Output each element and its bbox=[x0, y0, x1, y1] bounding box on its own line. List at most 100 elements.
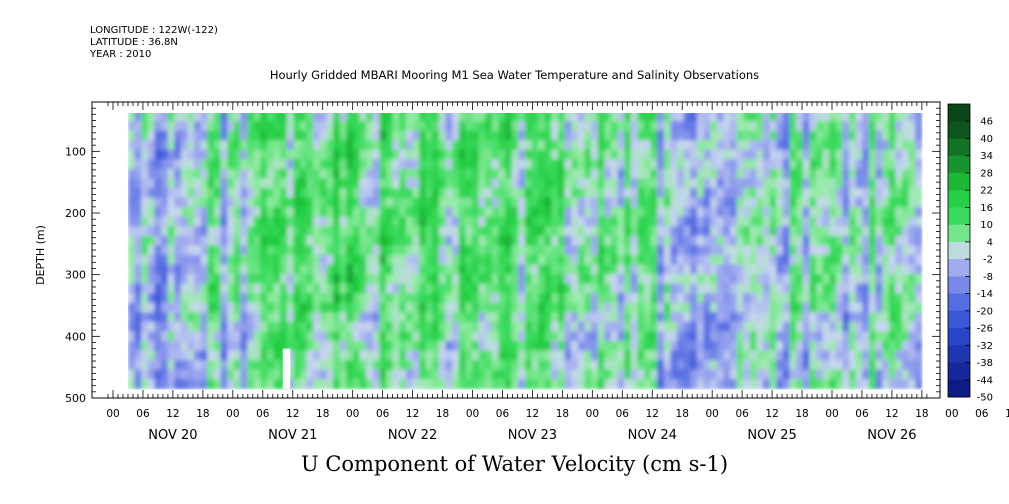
heatmap-cell bbox=[769, 341, 777, 352]
heatmap-cell bbox=[597, 321, 605, 332]
heatmap-cell bbox=[505, 130, 513, 141]
heatmap-cell bbox=[809, 321, 817, 332]
heatmap-cell bbox=[723, 149, 731, 160]
heatmap-cell bbox=[630, 302, 638, 313]
colorbar-label: 28 bbox=[980, 168, 993, 179]
heatmap-cell bbox=[564, 113, 572, 122]
heatmap-cell bbox=[591, 283, 599, 294]
heatmap-cell bbox=[670, 149, 678, 160]
heatmap-cell bbox=[849, 226, 857, 237]
heatmap-cell bbox=[835, 113, 844, 122]
heatmap-cell bbox=[776, 293, 784, 304]
heatmap-cell bbox=[663, 264, 672, 275]
heatmap-cell bbox=[214, 159, 222, 170]
heatmap-cell bbox=[591, 321, 599, 332]
heatmap-cell bbox=[333, 102, 340, 112]
heatmap-cell bbox=[253, 283, 261, 294]
heatmap-cell bbox=[472, 264, 480, 275]
heatmap-cell bbox=[882, 360, 890, 371]
heatmap-cell bbox=[240, 102, 247, 112]
heatmap-cell bbox=[386, 226, 394, 237]
heatmap-cell bbox=[730, 312, 738, 323]
heatmap-cell bbox=[505, 293, 513, 304]
heatmap-cell bbox=[544, 283, 552, 294]
heatmap-cell bbox=[505, 197, 513, 208]
heatmap-cell bbox=[895, 302, 903, 313]
heatmap-cell bbox=[458, 274, 466, 285]
heatmap-cell bbox=[875, 302, 883, 313]
heatmap-cell bbox=[339, 274, 347, 285]
heatmap-cell bbox=[683, 188, 691, 199]
heatmap-cell bbox=[809, 350, 817, 361]
heatmap-cell bbox=[339, 226, 347, 237]
heatmap-cell bbox=[888, 178, 896, 189]
heatmap-cell bbox=[187, 274, 195, 285]
heatmap-cell bbox=[723, 216, 731, 227]
heatmap-cell bbox=[630, 149, 638, 160]
heatmap-cell bbox=[610, 369, 619, 380]
heatmap-cell bbox=[161, 283, 169, 294]
heatmap-cell bbox=[366, 235, 374, 246]
heatmap-cell bbox=[670, 341, 678, 352]
heatmap-cell bbox=[207, 254, 215, 266]
heatmap-cell bbox=[141, 130, 149, 141]
heatmap-cell bbox=[128, 245, 136, 256]
heatmap-cell bbox=[723, 245, 731, 256]
heatmap-cell bbox=[782, 264, 791, 275]
heatmap-cell bbox=[524, 159, 533, 170]
heatmap-cell bbox=[835, 283, 844, 294]
heatmap-cell bbox=[432, 379, 440, 390]
heatmap-cell bbox=[604, 188, 612, 199]
heatmap-cell bbox=[597, 245, 605, 256]
heatmap-cell bbox=[842, 302, 850, 313]
heatmap-cell bbox=[227, 293, 235, 304]
heatmap-cell bbox=[346, 293, 354, 304]
heatmap-cell bbox=[796, 302, 804, 313]
heatmap-cell bbox=[498, 113, 506, 122]
heatmap-cell bbox=[710, 216, 718, 227]
heatmap-cell bbox=[405, 226, 413, 237]
heatmap-cell bbox=[908, 369, 916, 380]
heatmap-cell bbox=[399, 216, 407, 227]
heatmap-cell bbox=[412, 264, 420, 275]
heatmap-cell bbox=[352, 197, 361, 208]
heatmap-cell bbox=[816, 216, 824, 227]
heatmap-cell bbox=[571, 341, 579, 352]
heatmap-cell bbox=[326, 168, 334, 180]
heatmap-cell bbox=[233, 341, 241, 352]
heatmap-cell bbox=[908, 331, 916, 342]
heatmap-cell bbox=[696, 197, 705, 208]
heatmap-cell bbox=[696, 302, 705, 313]
heatmap-cell bbox=[796, 350, 804, 361]
heatmap-cell bbox=[167, 130, 175, 141]
heatmap-cell bbox=[200, 226, 208, 237]
heatmap-cell bbox=[247, 235, 255, 246]
heatmap-cell bbox=[855, 226, 863, 237]
heatmap-cell bbox=[233, 140, 241, 151]
heatmap-cell bbox=[293, 274, 301, 285]
heatmap-cell bbox=[617, 274, 625, 285]
heatmap-cell bbox=[180, 283, 189, 294]
heatmap-cell bbox=[670, 379, 678, 390]
heatmap-cell bbox=[247, 274, 255, 285]
heatmap-cell bbox=[902, 274, 910, 285]
heatmap-cell bbox=[696, 312, 705, 323]
heatmap-cell bbox=[346, 274, 354, 285]
heatmap-cell bbox=[743, 293, 751, 304]
heatmap-cell bbox=[782, 188, 791, 199]
heatmap-cell bbox=[710, 283, 718, 294]
heatmap-cell bbox=[835, 321, 844, 332]
heatmap-cell bbox=[128, 102, 135, 112]
heatmap-cell bbox=[670, 274, 678, 285]
heatmap-cell bbox=[902, 197, 910, 208]
heatmap-cell bbox=[756, 130, 764, 141]
heatmap-cell bbox=[253, 113, 261, 122]
heatmap-cell bbox=[802, 226, 810, 237]
heatmap-cell bbox=[478, 178, 486, 189]
heatmap-cell bbox=[524, 245, 533, 256]
heatmap-cell bbox=[128, 207, 136, 218]
heatmap-cell bbox=[902, 302, 910, 313]
heatmap-cell bbox=[333, 197, 341, 208]
heatmap-cell bbox=[286, 159, 294, 170]
heatmap-cell bbox=[723, 312, 731, 323]
